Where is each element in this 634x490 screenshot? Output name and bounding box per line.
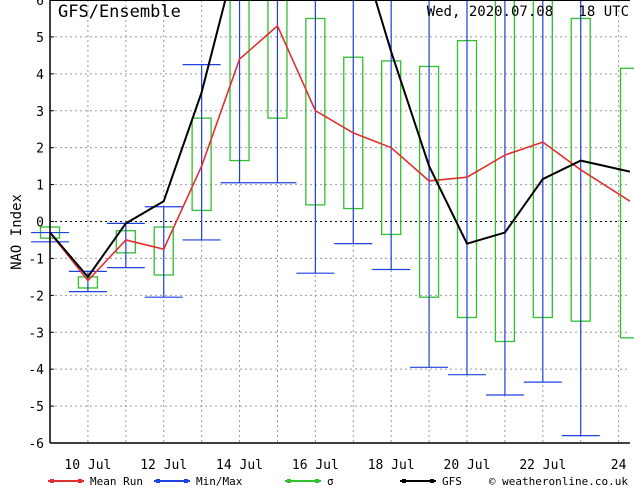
x-tick-label: 10 Jul — [64, 458, 111, 473]
sigma-boxes — [39, 0, 634, 343]
series-line-mean-run — [50, 24, 630, 282]
y-tick-label: -4 — [28, 363, 44, 378]
legend-marker — [287, 479, 291, 483]
legend-marker — [78, 479, 82, 483]
x-tick-label: 20 Jul — [444, 458, 491, 473]
y-tick-label: -3 — [28, 326, 44, 341]
y-axis-label: NAO Index — [9, 194, 25, 270]
series-lines — [50, 0, 630, 282]
series-line-gfs — [50, 0, 630, 279]
y-tick-label: -6 — [28, 437, 44, 452]
legend-label: GFS — [442, 475, 462, 488]
text-labels: GFS/Ensemble Wed, 2020.07.08 18 UTC NAO … — [9, 2, 629, 270]
legend-marker — [430, 479, 434, 483]
x-tick-label: 24 — [611, 458, 627, 473]
axes: -6 -5 -4 -3 -2 -1 0 1 2 3 4 5 6 10 Jul 12 Jul 14 Jul 16 … — [28, 0, 630, 473]
x-tick-label: 16 Jul — [292, 458, 339, 473]
y-tick-label: 5 — [36, 31, 44, 46]
x-tick-label: 22 Jul — [519, 458, 566, 473]
sigma-box — [619, 67, 634, 339]
credit-label: © weatheronline.co.uk — [489, 475, 628, 488]
legend-marker — [156, 479, 160, 483]
legend-marker — [184, 479, 188, 483]
legend: Mean Run Min/Max σ GFS © weatheronline.co.uk — [48, 475, 628, 488]
x-tick-label: 14 Jul — [216, 458, 263, 473]
x-tick-label: 18 Jul — [368, 458, 415, 473]
y-tick-label: 2 — [36, 142, 44, 157]
legend-marker — [315, 479, 319, 483]
legend-label: Min/Max — [196, 475, 243, 488]
y-tick-label: -2 — [28, 289, 44, 304]
chart-title: GFS/Ensemble — [58, 2, 181, 22]
y-tick-label: 0 — [36, 216, 44, 231]
run-time-label: Wed, 2020.07.08 18 UTC — [427, 4, 629, 20]
min-max-whiskers — [31, 0, 600, 437]
y-tick-label: 4 — [36, 68, 44, 83]
y-tick-label: -1 — [28, 252, 44, 267]
legend-label: σ — [327, 475, 334, 488]
legend-label: Mean Run — [90, 475, 143, 488]
x-tick-label: 12 Jul — [140, 458, 187, 473]
legend-marker — [50, 479, 54, 483]
y-tick-label: 6 — [36, 0, 44, 9]
y-tick-label: 1 — [36, 179, 44, 194]
legend-marker — [402, 479, 406, 483]
y-tick-label: -5 — [28, 400, 44, 415]
y-tick-label: 3 — [36, 105, 44, 120]
